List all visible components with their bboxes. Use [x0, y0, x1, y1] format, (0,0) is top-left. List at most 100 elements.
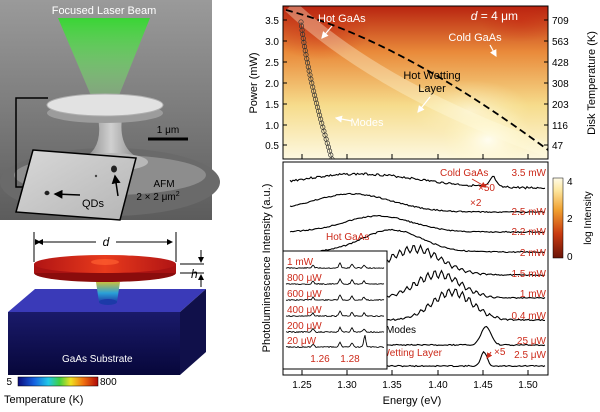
power-label: 25 μW [517, 336, 547, 347]
spectra-wetting-layer: Wetting Layer [380, 348, 442, 359]
x5-label: ×5 [494, 347, 506, 358]
inset-tick-1: 1.26 [310, 354, 330, 365]
cbar-tick-4: 4 [567, 177, 573, 188]
inset-trace [285, 294, 385, 302]
power-label: 2.2 mW [512, 227, 547, 238]
pl-spectra-panel: 3.5 mW 2.5 mW 2.2 mW 2 mW 1.5 mW 1 mW 0.4 mW 25… [261, 154, 594, 407]
x-tick-label: 1.45 [473, 380, 493, 391]
map-right-tick-label: 203 [552, 100, 569, 111]
substrate-block [8, 312, 180, 375]
afm-size-label: 2 × 2 μm2 [136, 191, 179, 203]
cbar-tick-0: 0 [567, 252, 573, 263]
inset-trace [285, 278, 385, 286]
spectra-x-label: Energy (eV) [383, 395, 442, 407]
inset-power-label: 200 μW [287, 321, 322, 332]
cold-gaas-label: Cold GaAs [448, 32, 502, 44]
colorbar-min: 5 [6, 377, 12, 388]
afm-inset: QDs [15, 149, 137, 221]
x-tick-label: 1.50 [518, 380, 538, 391]
x2-label: ×2 [470, 198, 482, 209]
quantum-dot [44, 190, 50, 196]
mode-marker [329, 156, 335, 159]
pedestal [80, 118, 142, 160]
power-label: 0.4 mW [512, 311, 547, 322]
inset-labels: 1 mW 800 μW 600 μW 400 μW 200 μW 20 μW [287, 257, 322, 347]
spectra-x-ticks: 1.25 1.30 1.35 1.40 1.45 1.50 [292, 154, 538, 391]
x-tick-label: 1.30 [337, 380, 357, 391]
afm-label: AFM [153, 179, 174, 190]
spectra-y-label: Photoluminescence Intensity (a.u.) [261, 184, 273, 353]
power-label: 2.5 mW [512, 207, 547, 218]
hot-wetting-label: Hot Wetting [403, 70, 460, 82]
cbar-tick-2: 2 [567, 214, 573, 225]
inset-power-label: 800 μW [287, 273, 322, 284]
inset-trace [285, 335, 385, 349]
inset-power-label: 1 mW [287, 257, 314, 268]
d-label: d [103, 235, 110, 249]
x-tick-label: 1.35 [382, 380, 402, 391]
modes-label: Modes [350, 117, 384, 129]
h-label: h [191, 267, 198, 281]
power-label: 2.5 μW [514, 350, 546, 361]
map-y-tick-label: 2.0 [265, 79, 279, 90]
spectra-cold-gaas: Cold GaAs [440, 168, 488, 179]
inset-tick-2: 1.28 [340, 354, 360, 365]
map-y-ticks: 0.5 1.0 1.5 2.0 2.5 3.0 3.5 [265, 16, 287, 152]
map-y-tick-label: 1.0 [265, 121, 279, 132]
colorbar-title: Temperature (K) [4, 394, 83, 406]
inset-power-label: 20 μW [287, 336, 317, 347]
colorbar-max: 800 [100, 377, 117, 388]
inset-traces [285, 261, 385, 349]
map-right-tick-label: 428 [552, 58, 569, 69]
laser-beam [58, 18, 150, 98]
spectra-inset: 1 mW 800 μW 600 μW 400 μW 200 μW 20 μW 1.26 1… [282, 250, 388, 370]
map-y-tick-label: 3.5 [265, 16, 279, 27]
qd-label: QDs [82, 198, 105, 210]
map-right-ticks: 47 116 203 308 428 563 709 [544, 16, 569, 152]
map-y-tick-label: 2.5 [265, 58, 279, 69]
map-right-label: Disk Temperature (K) [586, 31, 598, 135]
spectrum-trace [289, 192, 546, 214]
temperature-colorbar [17, 376, 99, 387]
inset-power-label: 400 μW [287, 305, 322, 316]
power-labels: 3.5 mW 2.5 mW 2.2 mW 2 mW 1.5 mW 1 mW 0.4 mW 25… [512, 168, 547, 361]
power-label: 3.5 mW [512, 168, 547, 179]
map-right-tick-label: 563 [552, 37, 569, 48]
threshold-dashed-curve [285, 9, 548, 151]
modes-markers [298, 19, 335, 159]
map-right-tick-label: 116 [552, 121, 568, 132]
substrate-label: GaAs Substrate [62, 354, 133, 365]
x-tick-label: 1.25 [292, 380, 312, 391]
hot-wetting-label-2: Layer [418, 83, 446, 95]
scale-bar-label: 1 μm [157, 125, 179, 136]
inset-trace [285, 326, 385, 334]
x-tick-label: 1.40 [428, 380, 448, 391]
map-y-tick-label: 1.5 [265, 100, 279, 111]
spectrum-trace [289, 172, 546, 190]
map-y-label: Power (mW) [248, 52, 260, 113]
map-y-tick-label: 3.0 [265, 37, 279, 48]
inset-trace [285, 261, 385, 270]
cbar-title: log Intensity [583, 191, 594, 244]
power-label: 1 mW [520, 289, 547, 300]
map-right-tick-label: 709 [552, 16, 569, 27]
map-y-tick-label: 0.5 [265, 141, 279, 152]
inset-power-label: 600 μW [287, 289, 322, 300]
quantum-dot [111, 165, 117, 173]
spectrum-trace [289, 228, 546, 254]
thermal-model-panel: d GaAs Substrate h 5 800 Temperature (K) [0, 225, 212, 412]
beam-label: Focused Laser Beam [52, 5, 157, 17]
spectra-hot-gaas: Hot GaAs [326, 232, 369, 243]
power-label: 1.5 mW [512, 269, 547, 280]
power-label: 2 mW [520, 248, 547, 259]
log-intensity-colorbar [552, 177, 564, 259]
sem-image-panel: QDs Focused Laser Beam 1 μm AFM 2 × 2 μm… [0, 0, 220, 221]
model-pedestal [96, 282, 120, 304]
bracket-line [15, 97, 48, 188]
inset-trace [285, 310, 385, 318]
x50-label: ×50 [478, 183, 495, 194]
spectra-modes: Modes [386, 325, 416, 336]
hot-gaas-label: Hot GaAs [318, 13, 366, 25]
